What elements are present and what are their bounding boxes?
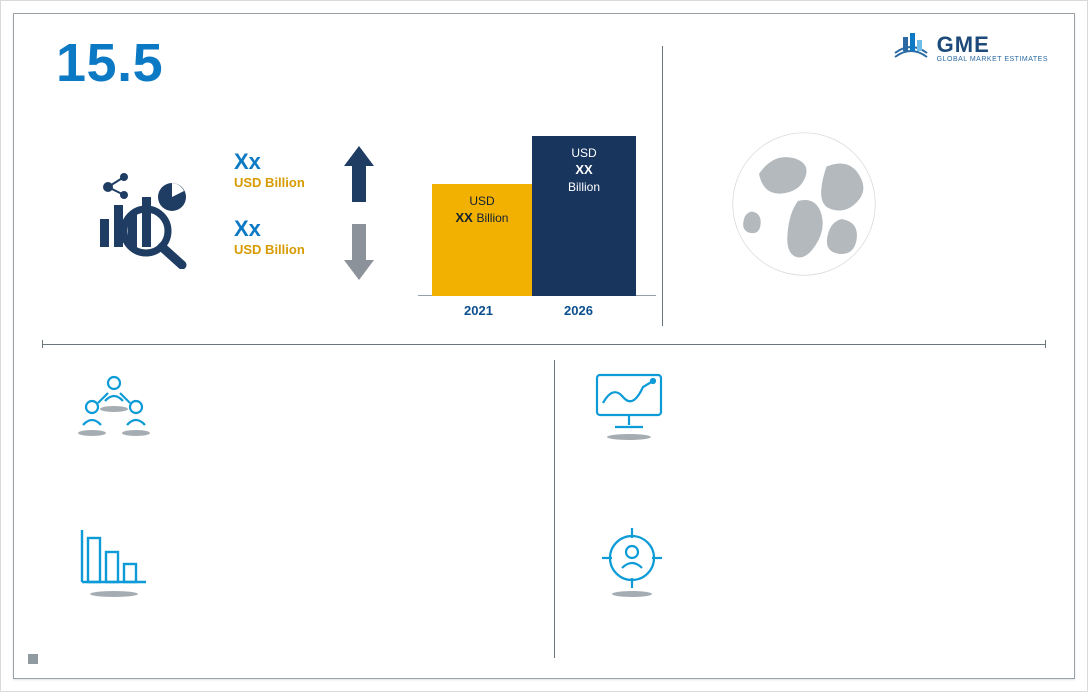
logo: GME GLOBAL MARKET ESTIMATES	[893, 32, 1048, 63]
kpi-block: Xx USD Billion Xx USD Billion	[234, 149, 305, 283]
bar-label-unit: Billion	[532, 180, 636, 194]
corner-marker	[28, 654, 38, 664]
logo-mark-icon	[893, 33, 929, 63]
bar-chart-icon	[74, 524, 154, 605]
target-user-icon	[594, 524, 670, 605]
kpi-down: Xx USD Billion	[234, 216, 305, 257]
kpi-down-unit: USD Billion	[234, 242, 305, 257]
market-size-bar-chart: USDXX Billion2021USDXXBillion2026	[424, 134, 644, 314]
bar-label-currency: USD	[532, 146, 636, 160]
divider-vertical-mid	[554, 360, 555, 658]
kpi-up-unit: USD Billion	[234, 175, 305, 190]
cagr-headline: 15.5	[56, 32, 163, 94]
chart-bar: USD XX Billion	[432, 184, 532, 296]
logo-text: GME	[937, 32, 1048, 58]
logo-subtext: GLOBAL MARKET ESTIMATES	[937, 56, 1048, 63]
monitor-analytics-icon	[589, 369, 669, 448]
bar-label-currency: USD	[432, 194, 532, 208]
people-network-icon	[74, 369, 154, 454]
arrow-down-icon	[344, 224, 374, 285]
logo-text-block: GME GLOBAL MARKET ESTIMATES	[937, 32, 1048, 63]
kpi-up-value: Xx	[234, 149, 305, 175]
analytics-icon	[94, 169, 204, 274]
divider-vertical-top	[662, 46, 663, 326]
bar-label-value: XX	[532, 162, 636, 177]
kpi-up: Xx USD Billion	[234, 149, 305, 190]
bar-label-value: XX Billion	[432, 210, 532, 225]
chart-bar: USD XX Billion	[532, 136, 636, 296]
kpi-down-value: Xx	[234, 216, 305, 242]
stage: GME GLOBAL MARKET ESTIMATES 15.5	[0, 0, 1088, 692]
arrow-up-icon	[344, 146, 374, 207]
chart-year-label: 2021	[464, 303, 493, 318]
chart-year-label: 2026	[564, 303, 593, 318]
globe-icon	[729, 129, 879, 284]
frame: GME GLOBAL MARKET ESTIMATES 15.5	[13, 13, 1075, 679]
divider-horizontal	[42, 344, 1046, 345]
